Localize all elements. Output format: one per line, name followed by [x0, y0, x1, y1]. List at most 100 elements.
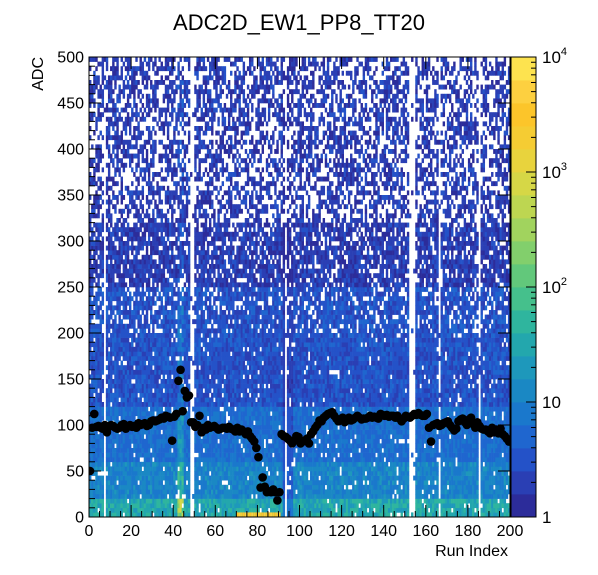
heatmap-cell	[120, 282, 123, 288]
heatmap-cell	[145, 342, 149, 348]
heatmap-cell	[221, 466, 225, 472]
heatmap-cell	[202, 406, 206, 412]
heatmap-cell	[120, 351, 123, 357]
heatmap-cell	[158, 503, 161, 509]
heatmap-cell	[215, 356, 218, 361]
heatmap-cell	[89, 314, 92, 320]
heatmap-cell	[95, 443, 98, 449]
heatmap-cell	[177, 434, 180, 440]
heatmap-cell	[171, 268, 174, 274]
heatmap-cell	[99, 392, 102, 398]
heatmap-cell	[107, 195, 111, 200]
heatmap-cell	[200, 443, 203, 449]
heatmap-cell	[168, 84, 172, 90]
heatmap-cell	[168, 268, 172, 274]
heatmap-cell	[116, 195, 119, 200]
heatmap-cell	[177, 273, 180, 279]
heatmap-cell	[179, 351, 182, 357]
heatmap-cell	[89, 383, 92, 389]
heatmap-cell	[219, 356, 222, 361]
heatmap-cell	[219, 323, 222, 329]
heatmap-cell	[116, 489, 119, 495]
heatmap-cell	[221, 388, 225, 394]
heatmap-cell	[139, 346, 142, 352]
heatmap-cell	[124, 130, 128, 136]
heatmap-cell	[230, 507, 233, 513]
heatmap-cell	[120, 507, 123, 513]
heatmap-cell	[145, 153, 149, 159]
heatmap-cell	[217, 379, 220, 384]
heatmap-cell	[99, 411, 102, 417]
heatmap-cell	[204, 480, 208, 486]
heatmap-cell	[154, 507, 157, 513]
heatmap-cell	[150, 392, 153, 398]
heatmap-cell	[135, 392, 138, 398]
heatmap-cell	[93, 57, 96, 62]
heatmap-cell	[145, 287, 149, 292]
heatmap-cell	[177, 139, 180, 145]
heatmap-cell	[99, 383, 102, 389]
heatmap-cell	[143, 494, 147, 499]
heatmap-cell	[196, 466, 199, 472]
heatmap-cell	[154, 241, 157, 246]
heatmap-cell	[196, 448, 199, 453]
heatmap-cell	[124, 153, 128, 159]
heatmap-cell	[179, 457, 182, 463]
heatmap-cell	[97, 498, 100, 504]
heatmap-cell	[219, 84, 222, 90]
heatmap-cell	[198, 149, 201, 154]
heatmap-cell	[120, 231, 123, 237]
heatmap-cell	[120, 66, 123, 72]
heatmap-cell	[137, 346, 140, 352]
heatmap-cell	[126, 204, 130, 210]
heatmap-cell	[204, 84, 208, 90]
heatmap-cell	[198, 379, 201, 384]
heatmap-cell	[185, 328, 189, 334]
heatmap-cell	[154, 245, 157, 251]
heatmap-cell	[141, 144, 145, 150]
heatmap-cell	[187, 507, 191, 513]
heatmap-cell	[221, 112, 225, 118]
heatmap-cell	[213, 328, 216, 334]
heatmap-cell	[194, 507, 197, 513]
heatmap-cell	[114, 57, 117, 62]
heatmap-cell	[91, 480, 94, 486]
heatmap-cell	[179, 448, 182, 453]
heatmap-cell	[183, 282, 187, 288]
heatmap-cell	[152, 153, 155, 159]
heatmap-cell	[179, 149, 182, 154]
heatmap-cell	[152, 213, 155, 219]
heatmap-cell	[215, 305, 218, 311]
heatmap-cell	[147, 103, 151, 108]
heatmap-cell	[158, 461, 161, 467]
heatmap-cell	[129, 374, 132, 380]
heatmap-cell	[154, 250, 157, 256]
heatmap-cell	[110, 222, 113, 228]
heatmap-cell	[107, 342, 111, 348]
heatmap-cell	[204, 402, 208, 407]
heatmap-cell	[145, 112, 149, 118]
heatmap-cell	[133, 471, 136, 476]
heatmap-cell	[230, 250, 233, 256]
heatmap-cell	[101, 135, 105, 141]
heatmap-cell	[89, 420, 92, 426]
heatmap-cell	[202, 402, 206, 407]
heatmap-cell	[204, 388, 208, 394]
heatmap-cell	[89, 328, 92, 334]
heatmap-cell	[126, 434, 130, 440]
heatmap-cell	[179, 273, 182, 279]
heatmap-cell	[166, 507, 170, 513]
heatmap-cell	[107, 135, 111, 141]
heatmap-cell	[181, 89, 185, 95]
heatmap-cell	[181, 337, 185, 343]
heatmap-cell	[91, 213, 94, 219]
heatmap-cell	[137, 305, 140, 311]
heatmap-cell	[206, 231, 210, 237]
heatmap-cell	[164, 494, 168, 499]
heatmap-cell	[177, 402, 180, 407]
heatmap-cell	[112, 406, 115, 412]
heatmap-cell	[141, 231, 145, 237]
heatmap-cell	[124, 402, 128, 407]
heatmap-cell	[118, 116, 121, 122]
heatmap-cell	[162, 323, 166, 329]
